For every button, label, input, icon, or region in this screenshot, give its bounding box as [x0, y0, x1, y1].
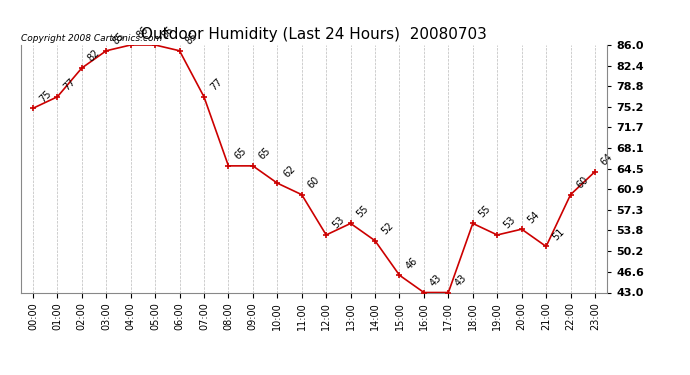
- Text: 53: 53: [502, 215, 518, 231]
- Text: 86: 86: [135, 25, 150, 41]
- Text: 85: 85: [110, 31, 126, 46]
- Text: 54: 54: [526, 209, 542, 225]
- Text: 55: 55: [477, 203, 493, 219]
- Text: 75: 75: [37, 88, 53, 104]
- Text: 77: 77: [61, 77, 77, 93]
- Text: 82: 82: [86, 48, 102, 64]
- Text: 52: 52: [380, 220, 395, 237]
- Text: 46: 46: [404, 255, 420, 271]
- Text: 86: 86: [159, 25, 175, 41]
- Text: 62: 62: [282, 163, 297, 179]
- Text: 85: 85: [184, 31, 199, 46]
- Text: 60: 60: [306, 175, 322, 190]
- Text: Copyright 2008 Cartronics.com: Copyright 2008 Cartronics.com: [21, 33, 162, 42]
- Text: 43: 43: [453, 273, 469, 288]
- Text: 64: 64: [599, 152, 615, 168]
- Text: 60: 60: [575, 175, 591, 190]
- Text: 53: 53: [331, 215, 346, 231]
- Text: 43: 43: [428, 273, 444, 288]
- Text: 65: 65: [257, 146, 273, 162]
- Text: 55: 55: [355, 203, 371, 219]
- Text: 51: 51: [550, 226, 566, 242]
- Text: 77: 77: [208, 77, 224, 93]
- Title: Outdoor Humidity (Last 24 Hours)  20080703: Outdoor Humidity (Last 24 Hours) 2008070…: [141, 27, 487, 42]
- Text: 65: 65: [233, 146, 248, 162]
